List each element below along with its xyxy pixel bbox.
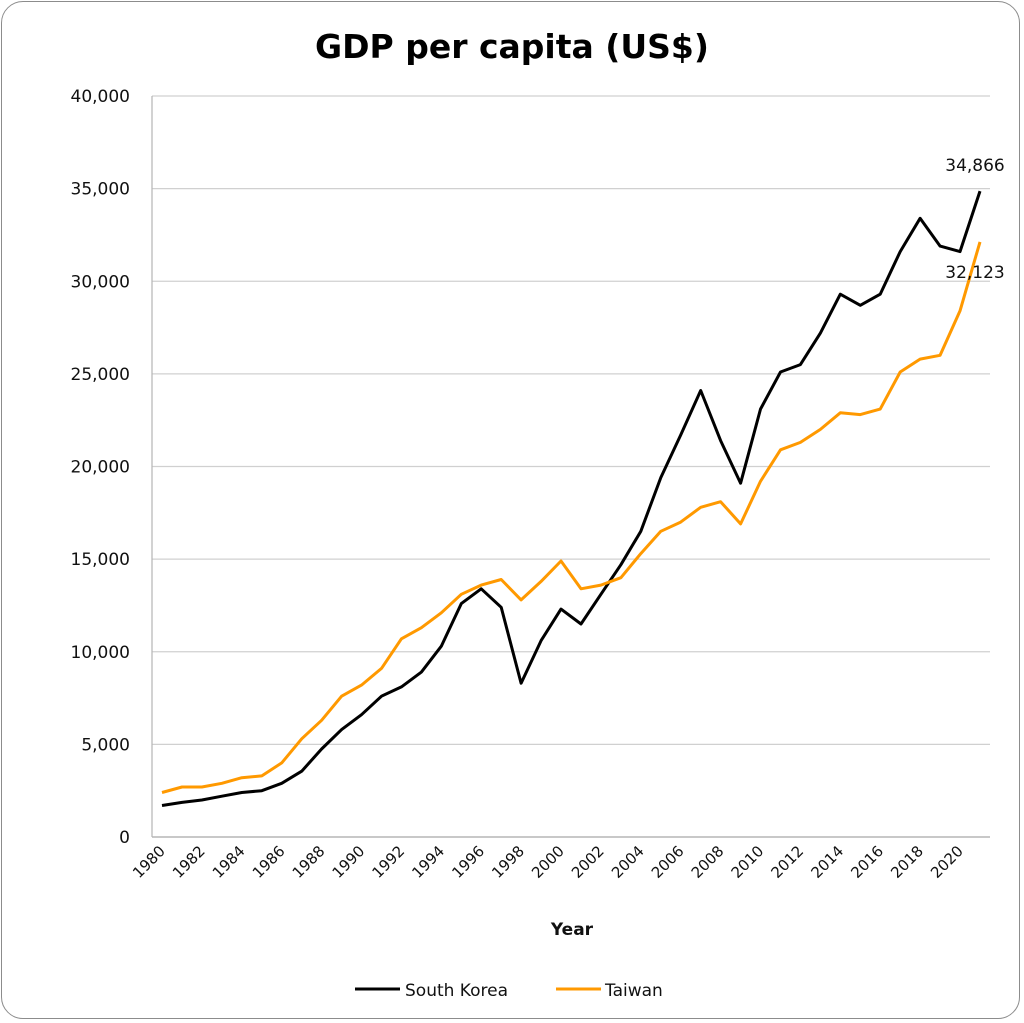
south-korea-end-label: 34,866 xyxy=(945,156,1004,176)
x-tick-label: 1988 xyxy=(289,842,329,882)
y-tick-label: 10,000 xyxy=(71,643,130,663)
x-tick-label: 1996 xyxy=(448,842,488,882)
y-tick-label: 0 xyxy=(119,828,130,848)
x-tick-label: 1990 xyxy=(329,842,369,882)
legend-label-south-korea: South Korea xyxy=(405,981,508,1001)
series-line-taiwan xyxy=(161,241,982,794)
x-tick-label: 2014 xyxy=(807,842,847,882)
x-tick-label: 2010 xyxy=(728,842,768,882)
y-tick-label: 40,000 xyxy=(71,87,130,107)
x-axis-ticks: 1980 1982 1984 1986 1988 1990 1992 1994 1996 1998… xyxy=(129,842,967,882)
x-tick-label: 2008 xyxy=(688,842,728,882)
x-tick-label: 1994 xyxy=(408,842,448,882)
x-tick-label: 1984 xyxy=(209,842,249,882)
x-axis-title: Year xyxy=(550,920,594,940)
x-tick-label: 2012 xyxy=(768,842,808,882)
legend-label-taiwan: Taiwan xyxy=(604,981,663,1001)
x-tick-label: 1998 xyxy=(488,842,528,882)
taiwan-end-label: 32,123 xyxy=(945,263,1004,283)
x-tick-label: 1986 xyxy=(249,842,289,882)
x-tick-label: 2004 xyxy=(608,842,648,882)
x-tick-label: 2006 xyxy=(648,842,688,882)
y-tick-label: 25,000 xyxy=(71,365,130,385)
x-tick-label: 2000 xyxy=(528,842,568,882)
y-tick-label: 30,000 xyxy=(71,272,130,292)
x-tick-label: 1980 xyxy=(129,842,169,882)
x-tick-label: 2018 xyxy=(887,842,927,882)
series-line-south-korea xyxy=(161,190,982,807)
series-lines xyxy=(161,190,982,807)
y-tick-label: 15,000 xyxy=(71,550,130,570)
x-tick-label: 2016 xyxy=(847,842,887,882)
chart-title: GDP per capita (US$) xyxy=(315,27,709,66)
y-tick-label: 5,000 xyxy=(81,735,130,755)
y-axis-ticks: 0 5,000 10,000 15,000 20,000 25,000 30,000 35,0… xyxy=(71,87,130,848)
y-tick-label: 20,000 xyxy=(71,458,130,478)
y-tick-label: 35,000 xyxy=(71,180,130,200)
x-tick-label: 1982 xyxy=(169,842,209,882)
x-tick-label: 1992 xyxy=(369,842,409,882)
gridlines xyxy=(152,95,990,745)
legend: South Korea Taiwan xyxy=(355,981,663,1001)
x-tick-label: 2020 xyxy=(927,842,967,882)
x-tick-label: 2002 xyxy=(568,842,608,882)
